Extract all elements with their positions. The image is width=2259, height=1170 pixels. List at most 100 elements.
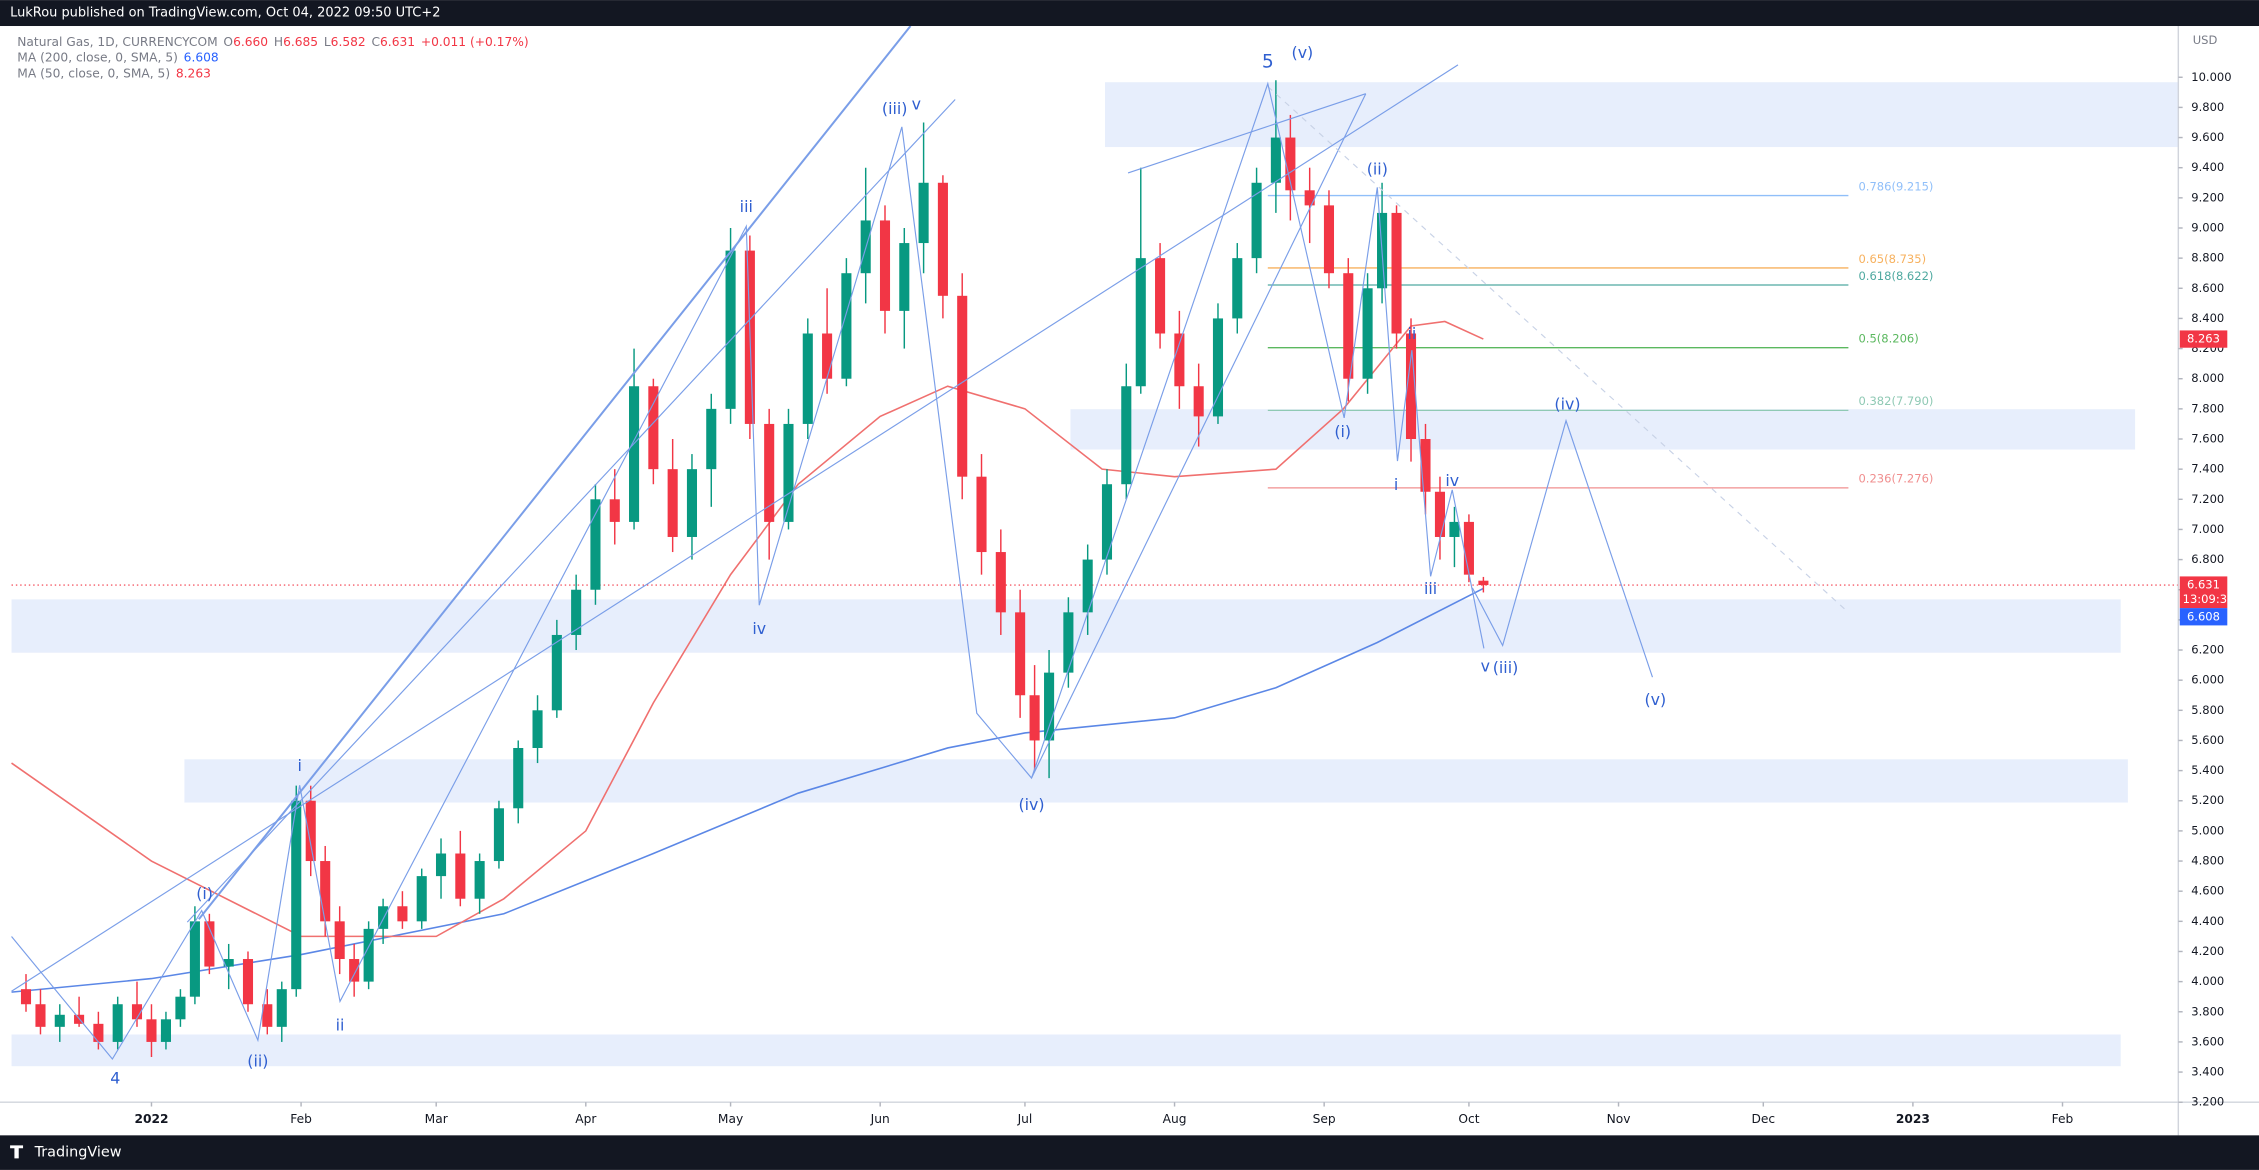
wave-label: iv [752, 619, 766, 638]
y-tick-label: 3.800 [2191, 1004, 2224, 1018]
candle-body [378, 906, 389, 929]
legend-value: 6.608 [184, 50, 219, 64]
y-tick-label: 9.800 [2191, 100, 2224, 114]
x-tick-label: Aug [1163, 1112, 1187, 1126]
wave-label: (iii) [882, 99, 908, 118]
candle-body [629, 386, 640, 522]
x-tick-label: Dec [1751, 1112, 1775, 1126]
wave-label: v [1481, 657, 1490, 676]
y-tick-label: 9.400 [2191, 160, 2224, 174]
y-tick-label: 5.400 [2191, 763, 2224, 777]
x-tick-label: 2023 [1896, 1112, 1930, 1126]
x-tick-label: Jun [870, 1112, 890, 1126]
fib-label: 0.786(9.215) [1858, 179, 1933, 193]
fib-label: 0.618(8.622) [1858, 269, 1933, 283]
y-tick-label: 7.800 [2191, 401, 2224, 415]
ohlc-item: 6.582 [331, 34, 366, 48]
candle-body [899, 243, 910, 311]
candle-body [1405, 333, 1417, 440]
candle-body [841, 273, 852, 379]
candle-body [334, 921, 345, 960]
price-label-box [2179, 330, 2228, 348]
ohlc-item: +0.011 (+0.17%) [421, 34, 529, 48]
y-tick-label: 8.400 [2191, 311, 2224, 325]
header: LukRou published on TradingView.com, Oct… [10, 6, 440, 21]
candle-body [1135, 258, 1146, 387]
zone [184, 759, 2128, 803]
candle-body [1063, 612, 1074, 673]
candle-body [918, 182, 929, 244]
ma-line [11, 320, 1484, 938]
candle-body [1251, 182, 1262, 259]
y-tick-label: 5.800 [2191, 703, 2224, 717]
wave-label: iv [1445, 471, 1459, 490]
candle-body [1343, 273, 1354, 379]
candle-body [1478, 580, 1489, 586]
fib-label: 0.382(7.790) [1858, 394, 1933, 408]
y-tick-label: 7.000 [2191, 522, 2224, 536]
candle-body [802, 333, 813, 424]
y-tick-label: 6.200 [2191, 643, 2224, 657]
candle-body [1015, 612, 1026, 696]
candle-body [532, 710, 543, 748]
zone [1105, 82, 2179, 148]
wave-label: (v) [1644, 690, 1666, 709]
candle-body [590, 499, 601, 590]
candle-body [175, 996, 186, 1020]
candle-body [706, 408, 717, 470]
axes: 3.200 3.400 3.600 3.800 4.000 4.200 4.400 4.600… [134, 70, 2234, 1126]
candle-body [667, 469, 678, 537]
legend-ma: MA (200, close, 0, SMA, 5) 6.608 [17, 50, 218, 64]
y-tick-label: 5.600 [2191, 733, 2224, 747]
fib-label: 0.5(8.206) [1858, 332, 1918, 346]
y-tick-label: 9.000 [2191, 220, 2224, 234]
wave-label: ii [1407, 324, 1416, 343]
trendline [1267, 86, 1849, 613]
candle-body [1155, 258, 1166, 334]
wave-label: iii [740, 197, 753, 216]
candle-body [1449, 521, 1460, 537]
symbol: Natural Gas, 1D, CURRENCYCOM [17, 34, 217, 48]
trendline [1031, 93, 1367, 779]
wave-label: (ii) [247, 1051, 268, 1070]
candle-body [455, 853, 466, 899]
candle-body [93, 1023, 104, 1042]
ohlc-item: O [223, 34, 233, 48]
wave-label: i [1394, 475, 1398, 494]
fib-label: 0.236(7.276) [1858, 472, 1933, 486]
candle-body [783, 423, 794, 522]
candle-body [291, 800, 302, 990]
y-tick-label: 10.000 [2191, 70, 2231, 84]
y-tick-label: 4.800 [2191, 854, 2224, 868]
candle-body [1212, 318, 1224, 417]
price-label-box [2179, 608, 2228, 626]
wave-label: v [912, 95, 921, 114]
candle-body [1101, 484, 1113, 560]
y-tick-label: 8.800 [2191, 251, 2224, 265]
wave-path [11, 81, 1485, 1060]
candle-body [1391, 212, 1402, 334]
ohlc-item: 6.685 [283, 34, 318, 48]
ohlc-item: C [371, 34, 380, 48]
y-tick-label: 4.400 [2191, 914, 2224, 928]
projection-path [1471, 418, 1654, 678]
y-tick-label: 4.600 [2191, 884, 2224, 898]
trendline [1127, 93, 1366, 174]
countdown: 13:09:33 [2183, 592, 2235, 606]
candle-body [995, 552, 1006, 613]
candle-body [1193, 386, 1204, 417]
x-tick-label: Mar [425, 1112, 449, 1126]
candle-body [54, 1014, 65, 1027]
candle-body [571, 589, 582, 635]
price-label: 6.608 [2187, 609, 2220, 623]
candle-body [725, 250, 736, 409]
candle-body [822, 333, 833, 379]
wave-label: (iii) [1493, 658, 1519, 677]
candle-body [879, 220, 891, 311]
candle-body [146, 1019, 157, 1042]
candle-body [204, 921, 215, 967]
candle-body [20, 989, 32, 1005]
currency: USD [2193, 33, 2218, 47]
candle-body [1270, 137, 1281, 183]
price-label-box [2179, 576, 2228, 609]
